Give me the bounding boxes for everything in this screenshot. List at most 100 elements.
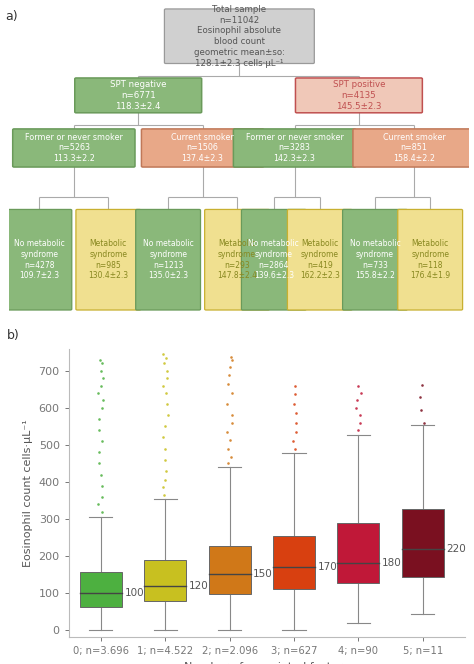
Text: 180: 180 [382, 558, 401, 568]
Point [421, 418, 428, 428]
Point [228, 418, 236, 429]
Point [95, 425, 103, 436]
Point [160, 489, 167, 500]
Point [98, 491, 105, 502]
Text: Total sample
n=11042
Eosinophil absolute
blood count
geometric mean±so:
128.1±2.: Total sample n=11042 Eosinophil absolute… [194, 5, 285, 68]
Point [159, 432, 166, 443]
Point [163, 388, 170, 398]
Y-axis label: Eosinophil count cells·µL⁻¹: Eosinophil count cells·µL⁻¹ [23, 419, 33, 567]
Point [292, 426, 300, 437]
Point [228, 351, 235, 362]
Point [227, 362, 234, 373]
FancyBboxPatch shape [241, 209, 306, 310]
Bar [209, 546, 251, 594]
FancyBboxPatch shape [343, 209, 408, 310]
Point [290, 399, 298, 410]
Point [223, 399, 231, 410]
Point [289, 436, 296, 446]
Point [162, 444, 169, 454]
FancyBboxPatch shape [7, 209, 72, 310]
Point [159, 380, 167, 391]
Point [163, 465, 170, 476]
Point [161, 475, 169, 485]
FancyBboxPatch shape [164, 9, 314, 64]
Point [355, 425, 362, 436]
Text: SPT negative
n=6771
118.3±2.4: SPT negative n=6771 118.3±2.4 [110, 80, 166, 111]
Point [292, 444, 299, 454]
Text: 220: 220 [446, 544, 466, 554]
Point [96, 458, 103, 469]
Point [99, 373, 106, 384]
Point [163, 399, 171, 410]
Point [160, 358, 167, 369]
Point [100, 395, 107, 406]
Point [224, 458, 232, 469]
Point [224, 378, 231, 389]
Text: Metabolic
syndrome
n=118
176.4±1.9: Metabolic syndrome n=118 176.4±1.9 [410, 239, 450, 280]
Point [98, 358, 106, 369]
Point [95, 414, 102, 424]
Point [225, 370, 232, 380]
Point [292, 380, 299, 391]
Text: Current smoker
n=851
158.4±2.2: Current smoker n=851 158.4±2.2 [383, 133, 446, 163]
Text: 150: 150 [253, 570, 273, 580]
FancyBboxPatch shape [233, 129, 356, 167]
Text: b): b) [7, 329, 20, 342]
Text: No metabolic
syndrome
n=733
155.8±2.2: No metabolic syndrome n=733 155.8±2.2 [350, 239, 401, 280]
Point [227, 452, 235, 462]
Point [159, 482, 166, 493]
Text: No metabolic
syndrome
n=1213
135.0±2.3: No metabolic syndrome n=1213 135.0±2.3 [143, 239, 193, 280]
Text: No metabolic
syndrome
n=4278
109.7±2.3: No metabolic syndrome n=4278 109.7±2.3 [14, 239, 65, 280]
Point [352, 402, 360, 413]
Text: SPT positive
n=4135
145.5±2.3: SPT positive n=4135 145.5±2.3 [333, 80, 385, 111]
FancyBboxPatch shape [141, 129, 264, 167]
Text: Former or never smoker
n=5263
113.3±2.2: Former or never smoker n=5263 113.3±2.2 [25, 133, 123, 163]
FancyBboxPatch shape [287, 209, 352, 310]
Point [94, 388, 102, 398]
Bar [337, 523, 379, 582]
FancyBboxPatch shape [76, 209, 141, 310]
Point [99, 436, 106, 446]
Point [418, 380, 426, 390]
Text: Current smoker
n=1506
137.4±2.3: Current smoker n=1506 137.4±2.3 [171, 133, 234, 163]
Text: Metabolic
syndrome
n=985
130.4±2.3: Metabolic syndrome n=985 130.4±2.3 [88, 239, 128, 280]
Point [292, 408, 300, 419]
Point [164, 373, 171, 384]
Point [417, 404, 425, 415]
Point [96, 355, 104, 365]
Point [98, 402, 106, 413]
Point [357, 388, 365, 398]
Point [162, 353, 170, 363]
Point [291, 388, 298, 399]
Point [96, 447, 103, 457]
Point [292, 418, 300, 428]
Point [98, 365, 105, 376]
FancyBboxPatch shape [353, 129, 474, 167]
Bar [145, 560, 186, 601]
Text: Metabolic
syndrome
n=419
162.2±2.3: Metabolic syndrome n=419 162.2±2.3 [300, 239, 340, 280]
Point [97, 469, 105, 480]
FancyBboxPatch shape [205, 209, 270, 310]
Point [226, 435, 234, 446]
Point [228, 388, 236, 398]
Bar [402, 509, 444, 578]
Text: Metabolic
syndrome
n=293
147.8±2.4: Metabolic syndrome n=293 147.8±2.4 [217, 239, 257, 280]
FancyBboxPatch shape [136, 209, 201, 310]
Text: a): a) [5, 10, 18, 23]
Text: 120: 120 [189, 580, 209, 590]
FancyBboxPatch shape [398, 209, 463, 310]
Point [417, 391, 424, 402]
Point [356, 418, 364, 428]
Point [97, 380, 105, 391]
Point [99, 480, 106, 491]
Text: Former or never smoker
n=3283
142.3±2.3: Former or never smoker n=3283 142.3±2.3 [246, 133, 344, 163]
Point [159, 349, 166, 359]
Point [355, 381, 362, 392]
Text: No metabolic
syndrome
n=2864
139.6±2.3: No metabolic syndrome n=2864 139.6±2.3 [248, 239, 299, 280]
X-axis label: Number of associated factors: Number of associated factors [184, 662, 349, 664]
Point [225, 444, 232, 454]
Point [161, 454, 169, 465]
Point [162, 421, 169, 432]
Point [228, 355, 236, 366]
Point [164, 365, 171, 376]
